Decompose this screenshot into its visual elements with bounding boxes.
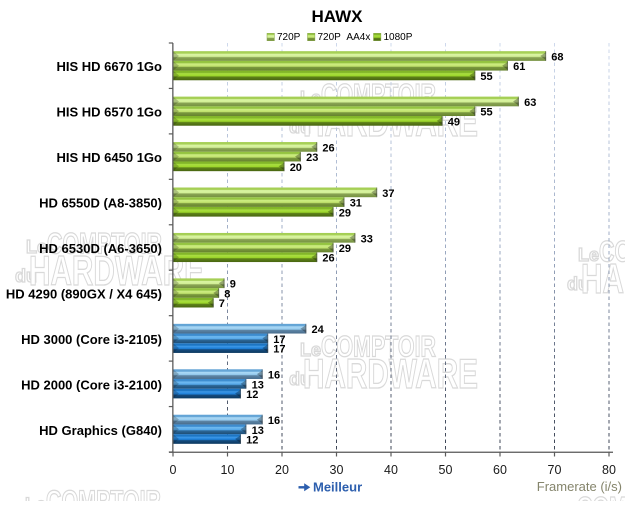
svg-text:30: 30 — [330, 463, 344, 477]
svg-text:29: 29 — [339, 243, 351, 255]
svg-text:HAWX: HAWX — [312, 7, 364, 26]
svg-text:Meilleur: Meilleur — [313, 480, 362, 495]
svg-text:9: 9 — [230, 279, 236, 291]
svg-text:HD 4290 (890GX / X4 645): HD 4290 (890GX / X4 645) — [6, 286, 162, 301]
svg-text:12: 12 — [246, 435, 258, 447]
svg-text:7: 7 — [219, 298, 225, 310]
svg-text:49: 49 — [448, 116, 460, 128]
svg-text:12: 12 — [246, 389, 258, 401]
svg-text:31: 31 — [350, 198, 362, 210]
svg-text:50: 50 — [439, 463, 453, 477]
svg-text:63: 63 — [524, 97, 536, 109]
svg-text:Framerate (i/s): Framerate (i/s) — [537, 479, 622, 494]
svg-text:17: 17 — [273, 334, 285, 346]
svg-text:17: 17 — [273, 344, 285, 356]
svg-text:55: 55 — [480, 71, 492, 83]
svg-text:20: 20 — [275, 463, 289, 477]
svg-text:29: 29 — [339, 207, 351, 219]
svg-text:13: 13 — [252, 425, 264, 437]
svg-text:HD Graphics (G840): HD Graphics (G840) — [39, 423, 162, 438]
svg-text:60: 60 — [493, 463, 507, 477]
svg-text:23: 23 — [306, 152, 318, 164]
svg-text:33: 33 — [361, 233, 373, 245]
svg-text:37: 37 — [382, 188, 394, 200]
svg-text:61: 61 — [513, 61, 525, 73]
svg-text:24: 24 — [312, 324, 325, 336]
svg-text:720P AA4x: 720P AA4x — [318, 32, 371, 43]
svg-text:HIS HD 6570 1Go: HIS HD 6570 1Go — [57, 105, 163, 120]
svg-text:8: 8 — [224, 288, 230, 300]
svg-text:HD 6530D (A6-3650): HD 6530D (A6-3650) — [39, 241, 162, 256]
svg-text:720P: 720P — [277, 32, 301, 43]
svg-text:16: 16 — [268, 370, 280, 382]
svg-text:70: 70 — [548, 463, 562, 477]
svg-text:HD 2000 (Core i3-2100): HD 2000 (Core i3-2100) — [21, 377, 162, 392]
svg-text:HD 6550D (A8-3850): HD 6550D (A8-3850) — [39, 196, 162, 211]
svg-text:68: 68 — [551, 52, 563, 64]
svg-text:16: 16 — [268, 415, 280, 427]
svg-text:1080P: 1080P — [384, 32, 413, 43]
svg-text:80: 80 — [602, 463, 616, 477]
svg-text:HIS HD 6670 1Go: HIS HD 6670 1Go — [57, 59, 163, 74]
svg-text:HD 3000 (Core i3-2105): HD 3000 (Core i3-2105) — [21, 332, 162, 347]
svg-text:55: 55 — [480, 107, 492, 119]
svg-text:10: 10 — [221, 463, 235, 477]
svg-text:20: 20 — [290, 162, 302, 174]
svg-text:13: 13 — [252, 379, 264, 391]
svg-text:0: 0 — [170, 463, 177, 477]
svg-text:HIS HD 6450 1Go: HIS HD 6450 1Go — [57, 150, 163, 165]
svg-text:40: 40 — [384, 463, 398, 477]
svg-text:26: 26 — [322, 142, 334, 154]
svg-text:26: 26 — [322, 253, 334, 265]
